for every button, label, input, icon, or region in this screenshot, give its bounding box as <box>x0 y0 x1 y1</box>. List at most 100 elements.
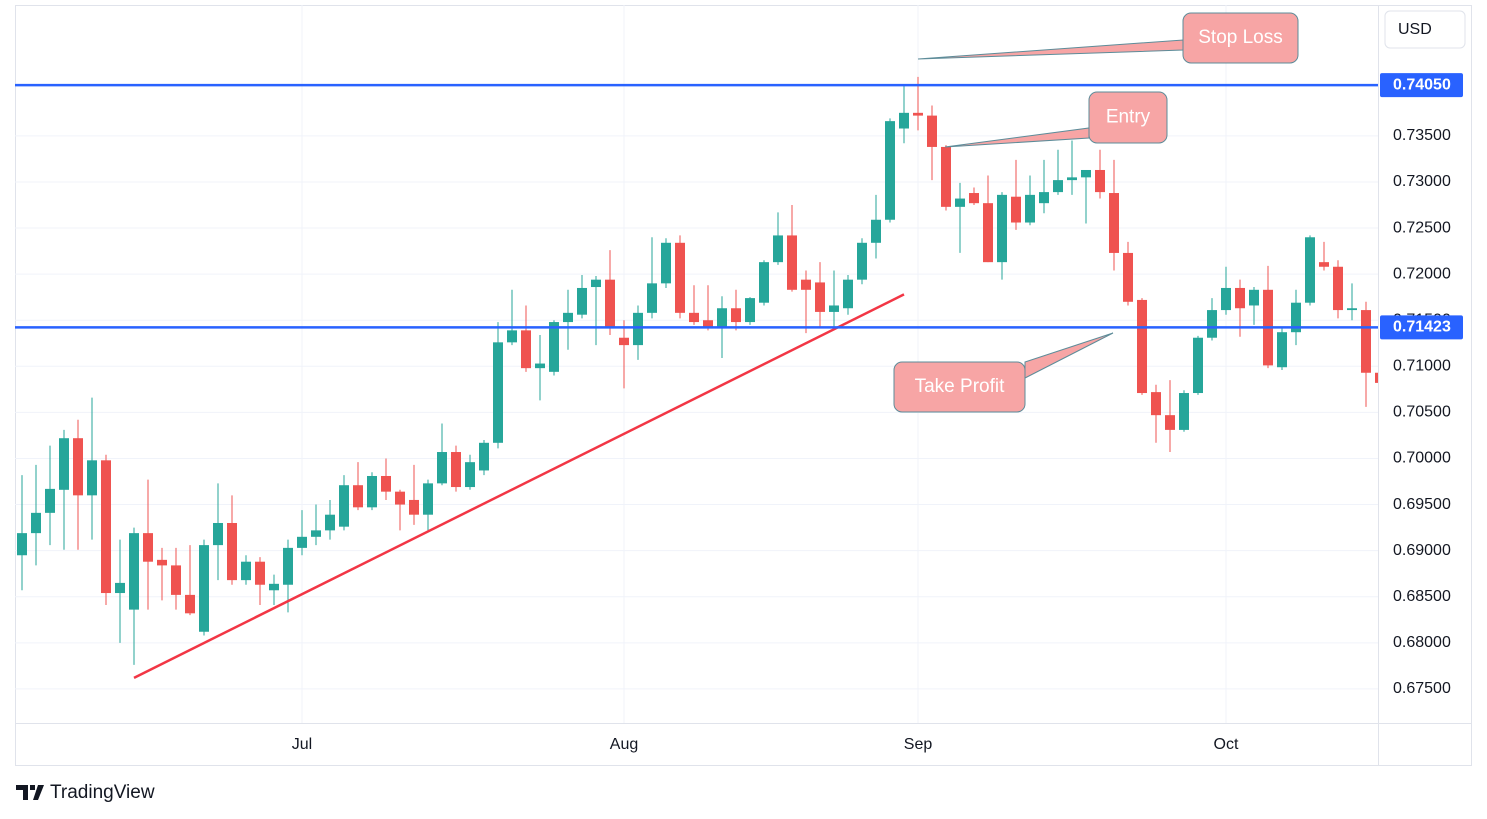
candle-body <box>353 485 363 508</box>
candle-body <box>913 112 923 116</box>
candle-body <box>199 545 209 632</box>
candle-body <box>955 198 965 207</box>
candle-body <box>297 536 307 548</box>
candle-body <box>997 194 1007 263</box>
y-tick-label: 0.67500 <box>1393 680 1451 697</box>
currency: USD <box>1398 21 1432 38</box>
candle-body <box>689 312 699 323</box>
x-tick-label: Sep <box>904 736 933 753</box>
candle-body <box>577 287 587 315</box>
candle-body <box>969 193 979 204</box>
y-tick-label: 0.70000 <box>1393 450 1451 467</box>
y-tick-label: 0.72500 <box>1393 219 1451 236</box>
candle-body <box>241 561 251 581</box>
candle-body <box>423 483 433 515</box>
candle-body <box>1123 252 1133 302</box>
candle-body <box>857 242 867 280</box>
candle-body <box>1039 192 1049 204</box>
candle-body <box>1207 310 1217 338</box>
callout-text: Take Profit <box>915 376 1005 397</box>
candle-body <box>1347 308 1357 311</box>
callout-text: Stop Loss <box>1198 27 1283 48</box>
candle-body <box>59 438 69 490</box>
callout-box <box>893 361 1026 413</box>
plot <box>15 76 1378 679</box>
candle-body <box>1081 169 1091 178</box>
candle-body <box>465 462 475 488</box>
candle-body <box>101 460 111 594</box>
candle-body <box>1137 299 1147 394</box>
candle-body <box>871 219 881 243</box>
price-label-box <box>1380 73 1463 98</box>
candle-body <box>451 452 461 488</box>
y-tick-label: 0.73000 <box>1393 173 1451 190</box>
candle-body <box>773 235 783 263</box>
candle-body <box>633 312 643 346</box>
y-tick-label: 0.70500 <box>1393 404 1451 421</box>
candle-body <box>185 594 195 614</box>
candle-body <box>1109 193 1119 253</box>
candle-body <box>1305 237 1315 303</box>
candle-body <box>675 242 685 313</box>
candle-body <box>521 330 531 369</box>
candle-body <box>227 522 237 581</box>
logo <box>16 785 44 800</box>
candle-body <box>1025 194 1035 223</box>
candle-body <box>283 547 293 585</box>
candle-body <box>1333 266 1343 311</box>
candle-body <box>941 146 951 207</box>
y-tick-label: 0.68000 <box>1393 634 1451 651</box>
candle-body <box>927 115 937 147</box>
candle-body <box>1375 372 1378 383</box>
x-tick-label: Aug <box>610 736 638 753</box>
candle-body <box>983 203 993 263</box>
candle-body <box>1067 177 1077 181</box>
candle-body <box>661 242 671 284</box>
candle-body <box>269 583 279 591</box>
candle-body <box>619 337 629 346</box>
candle-body <box>717 308 727 329</box>
y-tick-label: 0.68500 <box>1393 588 1451 605</box>
candle-body <box>1165 415 1175 430</box>
y-tick-label: 0.69000 <box>1393 542 1451 559</box>
candle-body <box>563 312 573 323</box>
candle-body <box>339 485 349 527</box>
candle-body <box>1053 180 1063 193</box>
candle-body <box>367 475 377 508</box>
candle-body <box>899 112 909 129</box>
candle-body <box>1249 289 1259 306</box>
candle-body <box>731 308 741 323</box>
candle-body <box>1277 332 1287 368</box>
candle-body <box>381 475 391 492</box>
branding: TradingView <box>50 782 155 803</box>
y-tick-label: 0.71000 <box>1393 358 1451 375</box>
candle-body <box>213 522 223 546</box>
candle-body <box>1151 392 1161 416</box>
candle-body <box>1179 393 1189 430</box>
candle-body <box>1235 287 1245 309</box>
candle-body <box>493 342 503 443</box>
y-tick-label: 0.72000 <box>1393 265 1451 282</box>
candle-body <box>395 491 405 505</box>
candle-body <box>255 561 265 585</box>
callout-box <box>1088 91 1168 144</box>
candle-body <box>703 320 713 329</box>
candle-body <box>17 533 27 556</box>
candle-body <box>591 279 601 288</box>
candle-body <box>1193 337 1203 394</box>
candle-body <box>549 322 559 372</box>
candle-body <box>73 438 83 496</box>
candle-body <box>409 499 419 515</box>
candle-body <box>535 363 545 369</box>
y-tick-label: 0.69500 <box>1393 496 1451 513</box>
candle-body <box>1011 196 1021 223</box>
chart-frame <box>15 5 1472 766</box>
candle-body <box>115 582 125 594</box>
candle-body <box>815 282 825 312</box>
trendline <box>133 293 905 679</box>
candle-body <box>87 460 97 496</box>
callout-box <box>1182 12 1299 64</box>
candle-body <box>759 262 769 303</box>
candle-body <box>745 298 755 323</box>
